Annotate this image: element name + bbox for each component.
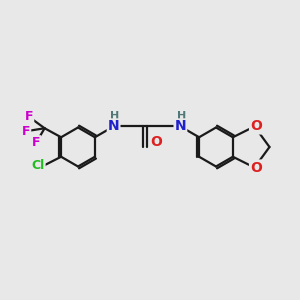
Text: N: N — [108, 119, 119, 134]
Text: F: F — [32, 136, 41, 149]
Text: O: O — [250, 160, 262, 175]
Text: O: O — [150, 135, 162, 149]
Text: O: O — [250, 119, 262, 134]
Text: Cl: Cl — [32, 159, 45, 172]
Text: H: H — [177, 111, 187, 121]
Text: N: N — [175, 119, 186, 134]
Text: F: F — [25, 110, 33, 123]
Text: F: F — [22, 125, 30, 138]
Text: H: H — [110, 111, 120, 121]
